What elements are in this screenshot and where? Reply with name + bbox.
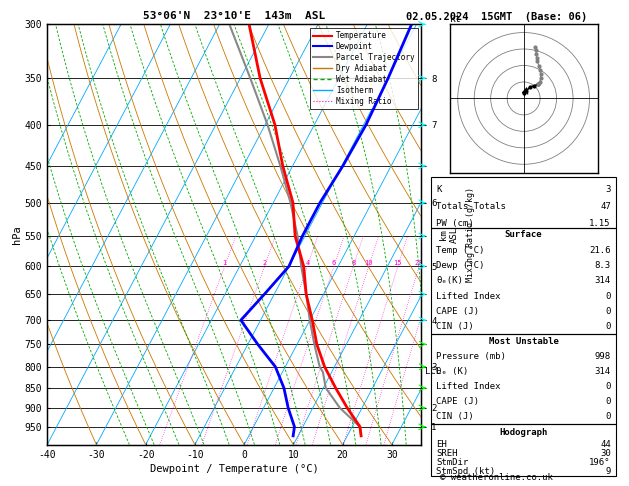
Text: 9: 9: [606, 468, 611, 476]
Text: StmSpd (kt): StmSpd (kt): [437, 468, 496, 476]
Text: 47: 47: [600, 202, 611, 211]
Text: 0: 0: [606, 412, 611, 421]
Text: StmDir: StmDir: [437, 458, 469, 468]
Text: 0: 0: [606, 307, 611, 316]
Text: kt: kt: [450, 14, 461, 24]
Text: 1.15: 1.15: [589, 219, 611, 227]
Text: 8: 8: [351, 260, 355, 266]
Text: EH: EH: [437, 440, 447, 450]
Legend: Temperature, Dewpoint, Parcel Trajectory, Dry Adiabat, Wet Adiabat, Isotherm, Mi: Temperature, Dewpoint, Parcel Trajectory…: [310, 28, 418, 109]
Bar: [431, 334, 616, 424]
Text: 30: 30: [600, 450, 611, 458]
Text: 314: 314: [595, 276, 611, 285]
Text: Pressure (mb): Pressure (mb): [437, 352, 506, 361]
Text: 314: 314: [595, 367, 611, 376]
Text: 0: 0: [606, 292, 611, 300]
Bar: [431, 228, 616, 334]
Text: 15: 15: [394, 260, 402, 266]
Text: LCL: LCL: [425, 367, 442, 377]
Text: Totals Totals: Totals Totals: [437, 202, 506, 211]
Text: 196°: 196°: [589, 458, 611, 468]
Text: 10: 10: [365, 260, 373, 266]
Title: 53°06'N  23°10'E  143m  ASL: 53°06'N 23°10'E 143m ASL: [143, 11, 325, 21]
Text: 8.3: 8.3: [595, 261, 611, 270]
Text: Temp (°C): Temp (°C): [437, 246, 485, 255]
Text: CAPE (J): CAPE (J): [437, 307, 479, 316]
Text: θₑ (K): θₑ (K): [437, 367, 469, 376]
Text: K: K: [437, 185, 442, 194]
Text: 44: 44: [600, 440, 611, 450]
Text: 4: 4: [305, 260, 309, 266]
Text: 2: 2: [262, 260, 267, 266]
Text: Most Unstable: Most Unstable: [489, 337, 559, 347]
X-axis label: Dewpoint / Temperature (°C): Dewpoint / Temperature (°C): [150, 464, 319, 474]
Bar: [431, 177, 616, 228]
Y-axis label: km
ASL: km ASL: [439, 226, 459, 243]
Bar: [431, 424, 616, 476]
Text: Dewp (°C): Dewp (°C): [437, 261, 485, 270]
Text: Mixing Ratio (g/kg): Mixing Ratio (g/kg): [466, 187, 476, 282]
Text: 20: 20: [415, 260, 423, 266]
Text: CAPE (J): CAPE (J): [437, 397, 479, 406]
Text: θₑ(K): θₑ(K): [437, 276, 464, 285]
Text: PW (cm): PW (cm): [437, 219, 474, 227]
Text: 21.6: 21.6: [589, 246, 611, 255]
Y-axis label: hPa: hPa: [12, 225, 22, 244]
Text: Hodograph: Hodograph: [499, 429, 548, 437]
Text: Surface: Surface: [505, 230, 542, 239]
Text: 0: 0: [606, 322, 611, 331]
Text: CIN (J): CIN (J): [437, 412, 474, 421]
Text: 998: 998: [595, 352, 611, 361]
Text: 6: 6: [331, 260, 336, 266]
Text: 0: 0: [606, 397, 611, 406]
Text: SREH: SREH: [437, 450, 458, 458]
Text: 3: 3: [606, 185, 611, 194]
Text: Lifted Index: Lifted Index: [437, 292, 501, 300]
Text: © weatheronline.co.uk: © weatheronline.co.uk: [440, 473, 554, 482]
Text: CIN (J): CIN (J): [437, 322, 474, 331]
Text: 1: 1: [223, 260, 227, 266]
Text: Lifted Index: Lifted Index: [437, 382, 501, 391]
Text: 02.05.2024  15GMT  (Base: 06): 02.05.2024 15GMT (Base: 06): [406, 12, 587, 22]
Text: 0: 0: [606, 382, 611, 391]
